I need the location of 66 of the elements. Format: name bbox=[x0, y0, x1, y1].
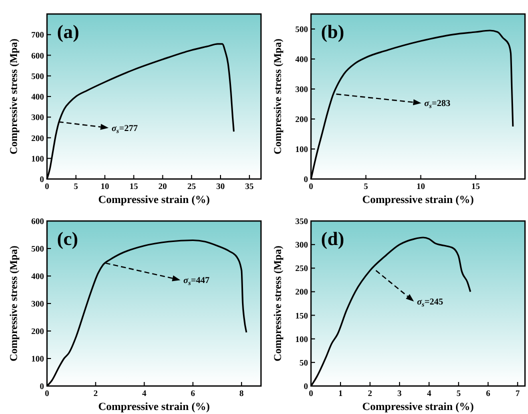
y-tick-label: 300 bbox=[295, 240, 308, 250]
y-tick-label: 300 bbox=[295, 84, 308, 94]
annotation: σ$_{s}$=283 bbox=[424, 98, 451, 110]
x-tick-label: 3 bbox=[397, 388, 402, 398]
y-tick-label: 700 bbox=[31, 30, 44, 40]
y-tick-label: 300 bbox=[31, 112, 44, 122]
y-tick-label: 100 bbox=[295, 144, 308, 154]
x-tick-label: 8 bbox=[239, 388, 244, 398]
y-tick-label: 400 bbox=[31, 271, 44, 281]
annotation: σ$_{s}$=277 bbox=[112, 122, 138, 135]
y-tick-label: 500 bbox=[31, 70, 44, 81]
x-tick-label: 30 bbox=[216, 181, 225, 191]
y-tick-label: 0 bbox=[304, 174, 308, 184]
x-tick-label: 5 bbox=[456, 388, 461, 398]
x-tick-label: 15 bbox=[471, 181, 480, 191]
x-tick-label: 4 bbox=[426, 388, 432, 398]
chart-title: (a) bbox=[57, 22, 80, 43]
y-tick-label: 200 bbox=[295, 114, 308, 124]
y-tick-label: 50 bbox=[300, 357, 308, 368]
y-tick-label: 0 bbox=[40, 174, 44, 184]
y-tick-label: 200 bbox=[295, 286, 308, 297]
chart-title: (c) bbox=[57, 229, 78, 250]
y-tick-label: 350 bbox=[295, 216, 308, 226]
x-axis-title: Compressive strain (%) bbox=[98, 401, 210, 413]
y-tick-label: 200 bbox=[31, 132, 44, 143]
x-tick-label: 6 bbox=[486, 388, 490, 398]
y-tick-label: 600 bbox=[31, 216, 44, 226]
y-tick-label: 0 bbox=[40, 381, 44, 391]
x-tick-label: 2 bbox=[368, 388, 372, 398]
x-tick-label: 5 bbox=[74, 181, 78, 191]
y-tick-label: 200 bbox=[31, 326, 44, 336]
y-tick-label: 150 bbox=[295, 310, 308, 320]
x-tick-label: 35 bbox=[245, 181, 254, 191]
y-tick-label: 400 bbox=[31, 92, 44, 102]
y-tick-label: 250 bbox=[295, 263, 308, 274]
y-tick-label: 600 bbox=[31, 50, 44, 60]
y-tick-label: 400 bbox=[295, 54, 308, 64]
x-tick-label: 7 bbox=[515, 388, 520, 398]
y-axis-title: Compressive stress (Mpa) bbox=[273, 245, 284, 362]
y-axis-title: Compressive stress (Mpa) bbox=[9, 245, 20, 362]
x-tick-label: 4 bbox=[142, 388, 148, 398]
x-tick-label: 20 bbox=[158, 181, 167, 191]
x-axis-title: Compressive strain (%) bbox=[98, 194, 210, 206]
x-axis-title: Compressive strain (%) bbox=[362, 194, 474, 206]
y-tick-label: 100 bbox=[31, 354, 44, 364]
y-tick-label: 300 bbox=[31, 298, 44, 308]
x-axis-title: Compressive strain (%) bbox=[362, 401, 474, 413]
x-tick-label: 2 bbox=[94, 388, 98, 398]
y-tick-label: 100 bbox=[31, 153, 44, 164]
chart-title: (d) bbox=[321, 229, 344, 250]
x-tick-label: 10 bbox=[100, 181, 110, 191]
y-tick-label: 0 bbox=[304, 381, 308, 391]
x-tick-label: 6 bbox=[190, 388, 196, 398]
y-tick-label: 500 bbox=[295, 24, 308, 34]
y-axis-title: Compressive stress (Mpa) bbox=[9, 38, 20, 154]
x-tick-label: 25 bbox=[187, 181, 196, 191]
x-tick-label: 15 bbox=[130, 181, 138, 191]
y-tick-label: 500 bbox=[31, 244, 44, 254]
y-axis-title: Compressive stress (Mpa) bbox=[273, 38, 284, 154]
annotation: σ$_{s}$=245 bbox=[416, 296, 444, 308]
x-tick-label: 1 bbox=[338, 388, 343, 398]
x-tick-label: 10 bbox=[416, 181, 425, 191]
chart-title: (b) bbox=[321, 22, 344, 43]
y-tick-label: 100 bbox=[295, 334, 308, 344]
x-tick-label: 5 bbox=[364, 181, 368, 191]
annotation: σ$_{s}$=447 bbox=[183, 275, 210, 287]
